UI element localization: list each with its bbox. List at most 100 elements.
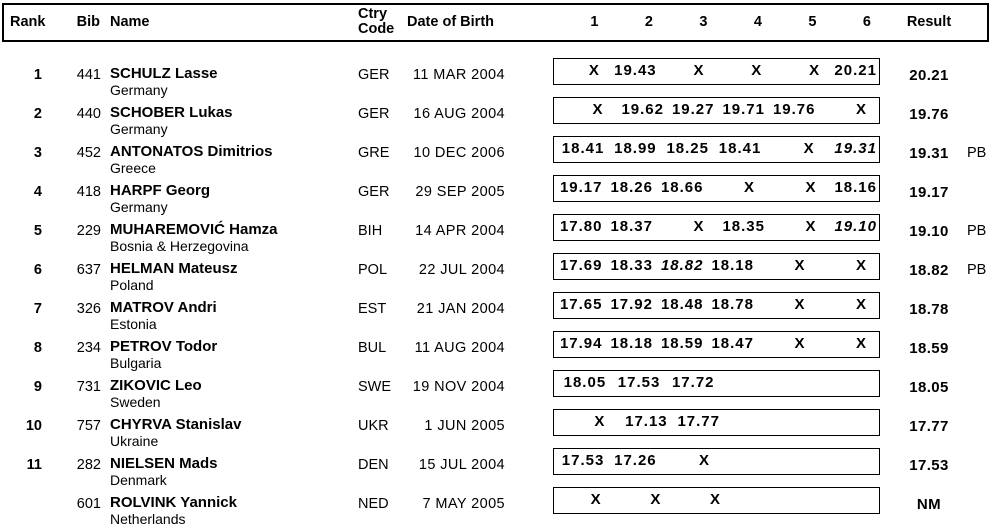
attempt-cell: 19.17 [559, 179, 603, 196]
table-row: 11 282 NIELSEN Mads Denmark DEN 15 JUL 2004 17… [0, 448, 1000, 489]
table-row: 10 757 CHYRVA Stanislav Ukraine UKR 1 JUN 200… [0, 409, 1000, 449]
attempt-cell: 18.18 [610, 335, 653, 352]
col-header-country-code: Ctry Code [358, 7, 394, 37]
athlete-name: SCHULZ Lasse [110, 65, 218, 82]
attempt-cell: 17.94 [559, 335, 603, 352]
note-cell: PB [967, 223, 987, 239]
rank-cell: 1 [33, 67, 42, 83]
attempt-cell: 19.10 [834, 218, 877, 235]
attempt-cell: X [693, 218, 704, 235]
attempt-cell: 19.43 [614, 62, 657, 79]
col-header-date-of-birth: Date of Birth [407, 14, 494, 30]
date-of-birth-cell: 10 DEC 2006 [413, 145, 505, 161]
athlete-cell: HELMAN Mateusz Poland [110, 261, 238, 294]
date-of-birth-cell: 7 MAY 2005 [422, 496, 505, 512]
attempt-cell: X [794, 257, 805, 274]
date-of-birth-cell: 29 SEP 2005 [415, 184, 505, 200]
bib-cell: 229 [76, 223, 101, 239]
bib-cell: 452 [76, 145, 101, 161]
attempt-cell: 17.72 [671, 374, 715, 391]
attempt-cell: X [592, 101, 603, 118]
table-row: 1 441 SCHULZ Lasse Germany GER 11 MAR 2004 X 19… [0, 58, 1000, 99]
athlete-country: Bosnia & Herzegovina [110, 238, 249, 254]
table-row: 7 326 MATROV Andri Estonia EST 21 JAN 2004 17.… [0, 292, 1000, 332]
country-code-cell: GER [358, 184, 390, 200]
attempt-cell: X [698, 452, 709, 469]
bib-cell: 418 [76, 184, 101, 200]
rank-cell: 8 [33, 340, 42, 356]
attempt-cell: X [794, 335, 805, 352]
athlete-name: CHYRVA Stanislav [110, 416, 242, 433]
attempt-cell: 19.71 [722, 101, 765, 118]
attempt-cell [782, 488, 831, 513]
athlete-cell: MUHAREMOVIĆ Hamza Bosnia & Herzegovina [110, 221, 278, 255]
attempt-cell: 17.80 [559, 218, 603, 235]
rank-cell: 11 [26, 457, 42, 473]
note-cell: PB [967, 145, 987, 161]
bib-cell: 441 [76, 67, 101, 83]
result-cell: 19.31 [909, 145, 949, 162]
attempt-cell: 18.41 [718, 140, 762, 157]
bib-cell: 282 [76, 457, 101, 473]
athlete-country: Germany [110, 82, 168, 98]
col-header-attempt: 6 [862, 14, 871, 30]
country-code-cell: GER [358, 106, 390, 122]
attempt-cell: 18.33 [610, 257, 653, 274]
col-header-attempt: 3 [699, 14, 708, 30]
attempt-cell: 18.82 [660, 257, 704, 274]
attempt-cell: X [650, 491, 661, 508]
attempt-cell: X [855, 335, 866, 352]
attempt-cell: X [594, 413, 605, 430]
attempt-cell [774, 410, 826, 435]
athlete-country: Bulgaria [110, 355, 162, 371]
col-header-result: Result [906, 14, 952, 30]
athlete-cell: SCHULZ Lasse Germany [110, 65, 218, 99]
attempt-cell: 17.92 [610, 296, 653, 313]
athlete-country: Germany [110, 121, 168, 137]
athlete-name: MUHAREMOVIĆ Hamza [110, 221, 278, 238]
athlete-cell: PETROV Todor Bulgaria [110, 339, 217, 372]
athlete-country: Poland [110, 277, 154, 293]
attempt-cell: X [588, 62, 599, 79]
result-cell: 20.21 [909, 67, 949, 84]
table-row: 8 234 PETROV Todor Bulgaria BUL 11 AUG 2004 17… [0, 331, 1000, 372]
bib-cell: 731 [76, 379, 101, 395]
table-row: 9 731 ZIKOVIC Leo Sweden SWE 19 NOV 2004 18.05… [0, 370, 1000, 410]
table-row: 601 ROLVINK Yannick Netherlands NED 7 MAY 20… [0, 487, 1000, 527]
attempt-cell: 17.26 [614, 452, 657, 469]
attempt-cell [722, 410, 774, 435]
attempt-cell: 18.78 [711, 296, 754, 313]
attempts-box: 18.05 17.53 17.72 [553, 370, 880, 397]
athlete-cell: NIELSEN Mads Denmark [110, 456, 218, 489]
country-code-cell: GER [358, 67, 390, 83]
attempt-cell: 19.31 [834, 140, 877, 157]
attempt-cell: X [855, 101, 866, 118]
date-of-birth-cell: 22 JUL 2004 [418, 262, 505, 278]
attempt-cell: X [794, 296, 805, 313]
attempt-cell: 18.25 [666, 140, 709, 157]
col-header-attempt: 2 [644, 14, 653, 30]
col-header-attempt: 5 [808, 14, 817, 30]
attempt-cell: 18.99 [614, 140, 657, 157]
attempts-box: 17.65 17.92 18.48 18.78 X X [553, 292, 880, 319]
country-code-cell: POL [358, 262, 388, 278]
col-header-rank: Rank [10, 14, 46, 30]
athlete-country: Sweden [110, 394, 161, 410]
country-code-cell: BIH [358, 223, 383, 239]
col-headers-attempts: 1 2 3 4 5 6 [553, 3, 880, 42]
athlete-country: Ukraine [110, 433, 159, 449]
col-header-name: Name [110, 14, 150, 30]
attempt-cell [830, 488, 879, 513]
result-cell: 18.05 [909, 379, 949, 396]
athlete-country: Denmark [110, 472, 167, 488]
table-row: 4 418 HARPF Georg Germany GER 29 SEP 2005 19.1… [0, 175, 1000, 215]
attempts-box: X 17.13 17.77 [553, 409, 880, 436]
attempt-cell: 18.59 [660, 335, 704, 352]
col-header-attempt: 1 [590, 14, 599, 30]
attempts-box: X 19.62 19.27 19.71 19.76 X [553, 97, 880, 124]
table-header-box [2, 3, 989, 42]
attempt-cell: X [855, 257, 866, 274]
athlete-country: Estonia [110, 316, 157, 332]
attempt-cell: X [590, 491, 601, 508]
date-of-birth-cell: 19 NOV 2004 [412, 379, 505, 395]
